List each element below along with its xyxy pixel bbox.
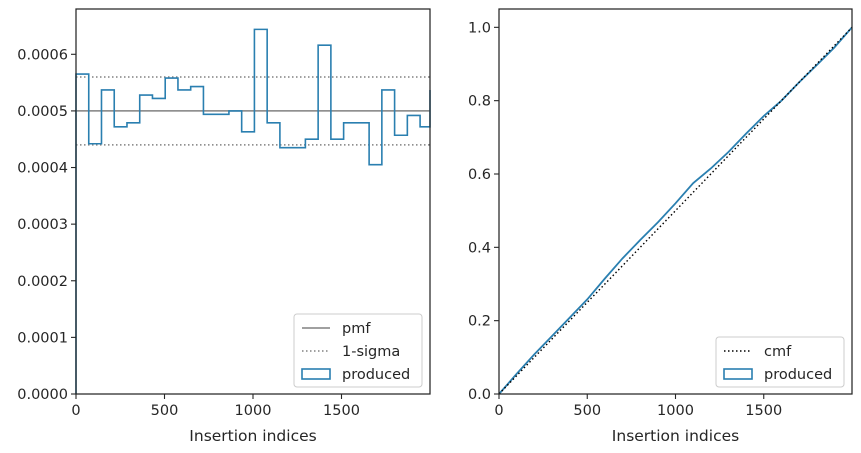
pmf-legend: pmf 1-sigma produced <box>293 313 423 388</box>
cmf-plot-area <box>498 26 853 395</box>
pmf-x-axis-label: Insertion indices <box>189 427 316 445</box>
cmf-y-axis: 0.0 0.2 0.4 0.6 0.8 1.0 <box>468 20 499 403</box>
legend-label-produced: produced <box>342 367 410 383</box>
x-tick-label: 0 <box>494 403 503 419</box>
legend-handle-produced <box>723 368 753 380</box>
x-tick-label: 1500 <box>323 403 360 419</box>
y-tick-label: 1.0 <box>468 20 491 36</box>
y-tick-label: 0.8 <box>468 94 491 110</box>
y-tick-label: 0.0 <box>468 387 491 403</box>
x-tick-label: 1500 <box>745 403 782 419</box>
legend-label-pmf: pmf <box>342 321 371 337</box>
cmf-legend: cmf produced <box>715 336 845 388</box>
pmf-chart: 0.0000 0.0001 0.0002 0.0003 0.0004 0.0005 0.00… <box>17 8 431 445</box>
x-tick-label: 1000 <box>657 403 694 419</box>
y-tick-label: 0.0002 <box>17 274 68 290</box>
y-tick-label: 0.0006 <box>17 47 68 63</box>
legend-label-cmf: cmf <box>764 344 792 360</box>
y-tick-label: 0.0003 <box>17 217 68 233</box>
x-tick-label: 500 <box>151 403 179 419</box>
cmf-chart: 0.0 0.2 0.4 0.6 0.8 1.0 0 500 1000 1500 Insertio… <box>468 8 853 445</box>
x-tick-label: 0 <box>71 403 80 419</box>
y-tick-label: 0.2 <box>468 314 491 330</box>
legend-label-produced: produced <box>764 367 832 383</box>
x-tick-label: 1000 <box>235 403 272 419</box>
pmf-x-axis: 0 500 1000 1500 <box>71 394 360 419</box>
y-tick-label: 0.0005 <box>17 104 68 120</box>
legend-handle-produced <box>301 368 331 380</box>
legend-box <box>715 336 845 388</box>
y-tick-label: 0.0004 <box>17 161 68 177</box>
legend-label-1-sigma: 1-sigma <box>342 344 400 360</box>
y-tick-label: 0.0001 <box>17 330 68 346</box>
pmf-plot-area <box>75 28 431 394</box>
x-tick-label: 500 <box>573 403 601 419</box>
y-tick-label: 0.0000 <box>17 387 68 403</box>
y-tick-label: 0.6 <box>468 167 491 183</box>
cmf-x-axis-label: Insertion indices <box>612 427 739 445</box>
produced-histogram <box>75 28 431 394</box>
cmf-x-axis: 0 500 1000 1500 <box>494 394 782 419</box>
pmf-y-axis: 0.0000 0.0001 0.0002 0.0003 0.0004 0.0005 0.00… <box>17 47 76 403</box>
cmf-line <box>498 26 853 395</box>
y-tick-label: 0.4 <box>468 240 491 256</box>
